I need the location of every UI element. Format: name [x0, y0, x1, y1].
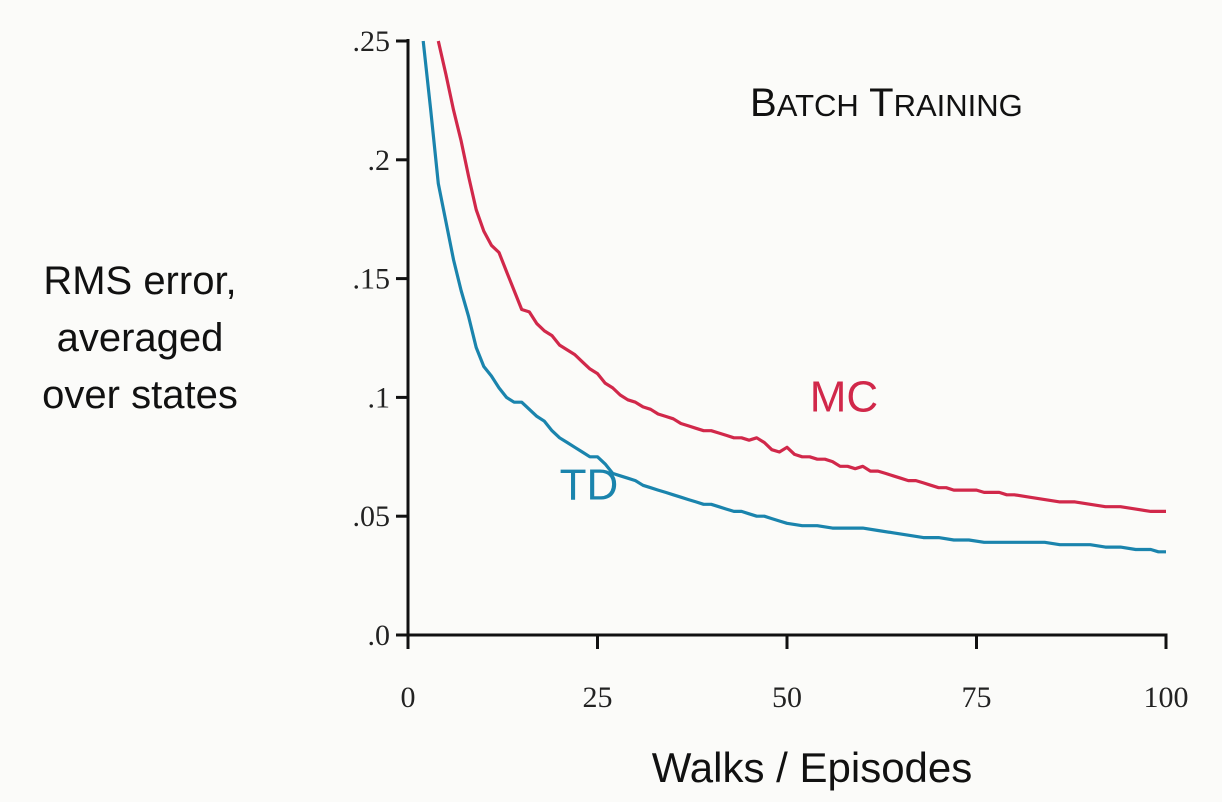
y-axis-label-line: over states [42, 373, 238, 417]
chart-title: BATCH TRAINING [750, 81, 1023, 125]
y-tick-label: .05 [353, 500, 391, 533]
series-line-mc [436, 40, 1166, 513]
y-tick-label: .2 [368, 144, 391, 177]
x-axis-label: Walks / Episodes [652, 744, 973, 791]
series-label-mc: MC [810, 373, 878, 422]
y-tick-label: .0 [368, 619, 391, 652]
y-tick-label: .25 [353, 25, 391, 58]
y-tick-label: .15 [353, 263, 391, 296]
x-tick-label: 75 [962, 681, 992, 714]
x-tick-label: 50 [772, 681, 802, 714]
chart-axes [406, 39, 1168, 637]
chart-labels: MC TD BATCH TRAINING RMS error, averaged over… [42, 81, 1023, 791]
y-axis-label-line: RMS error, [43, 259, 236, 303]
y-axis-label-line: averaged [57, 316, 224, 360]
series-line-td [421, 40, 1166, 554]
series-label-td: TD [560, 461, 619, 510]
x-tick-label: 0 [401, 681, 416, 714]
chart-ticks: .0 .05 .1 .15 .2 .25 0 25 50 75 100 [353, 25, 1189, 714]
chart-series [421, 40, 1166, 554]
x-tick-label: 100 [1144, 681, 1189, 714]
y-tick-label: .1 [368, 381, 391, 414]
x-tick-label: 25 [583, 681, 613, 714]
